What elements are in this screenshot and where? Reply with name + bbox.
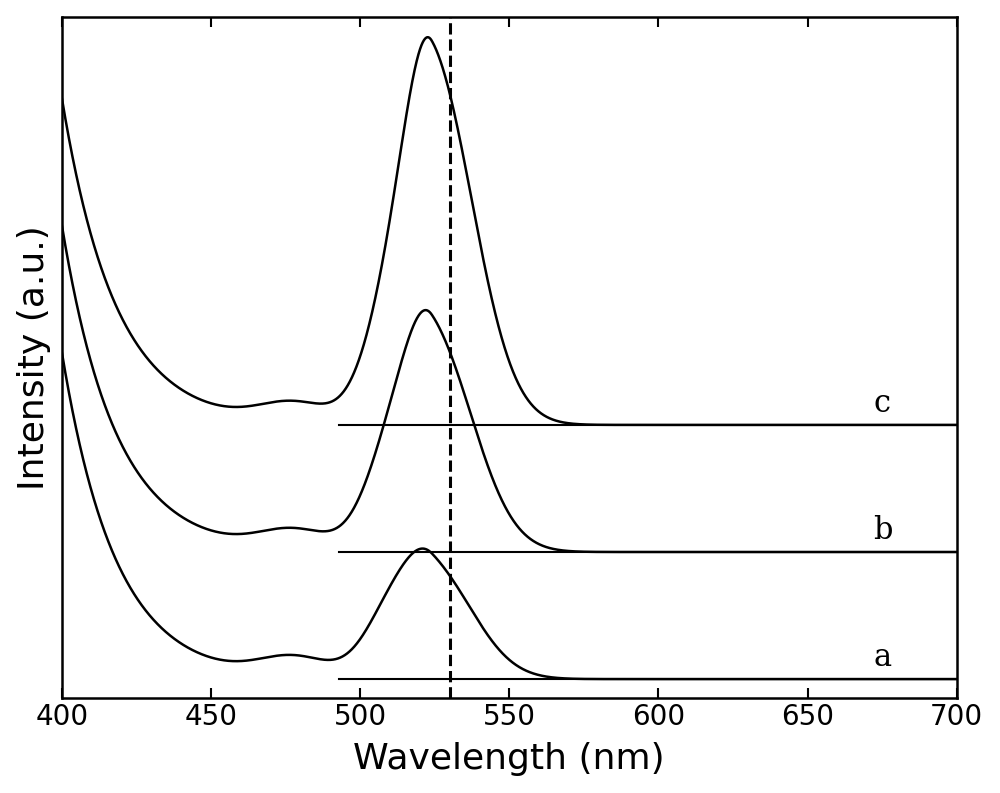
Y-axis label: Intensity (a.u.): Intensity (a.u.) (17, 225, 51, 490)
Text: c: c (873, 388, 890, 419)
X-axis label: Wavelength (nm): Wavelength (nm) (353, 742, 665, 776)
Text: a: a (873, 642, 891, 673)
Text: b: b (873, 515, 893, 546)
